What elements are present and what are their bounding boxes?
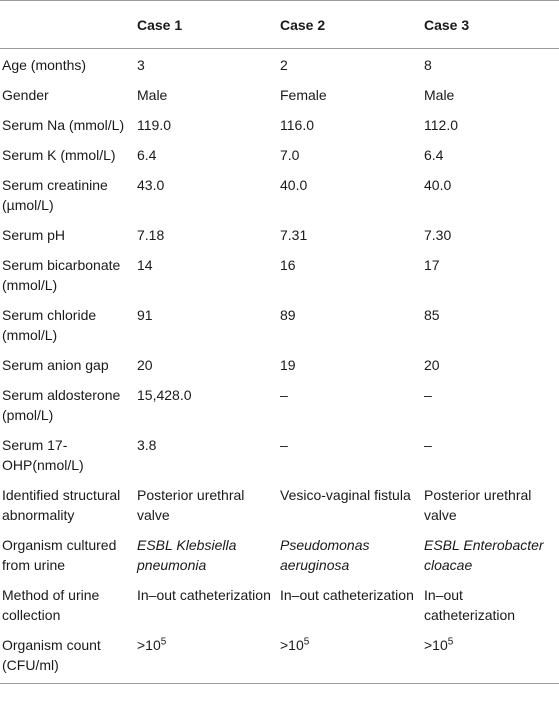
cell: 19 — [280, 357, 296, 373]
cell: 91 — [137, 307, 153, 323]
cell: – — [424, 387, 432, 403]
cell: Pseudomonas aeruginosa — [280, 537, 370, 573]
table-row: Serum 17-OHP(nmol/L) 3.8 – – — [0, 429, 559, 479]
table-row: Organism count (CFU/ml) >105 >105 >105 — [0, 629, 559, 684]
cell: Male — [137, 87, 168, 103]
row-label: Serum pH — [2, 227, 66, 243]
row-label: Serum chloride (mmol/L) — [2, 307, 97, 343]
row-label: Serum anion gap — [2, 357, 109, 373]
cell: 116.0 — [280, 117, 314, 133]
cell: 3.8 — [137, 437, 157, 453]
table-row: Age (months) 3 2 8 — [0, 49, 559, 80]
cell: 85 — [424, 307, 440, 323]
count-value: >10 — [137, 637, 161, 653]
cell: 16 — [280, 257, 296, 273]
header-case-2: Case 2 — [278, 0, 422, 49]
cell: 6.4 — [137, 147, 157, 163]
table-row: Serum bicarbonate (mmol/L) 14 16 17 — [0, 249, 559, 299]
count-exponent: 5 — [303, 636, 310, 648]
row-label: Identified structural abnormality — [2, 487, 121, 523]
header-row: Case 1 Case 2 Case 3 — [0, 0, 559, 49]
table-row: Serum anion gap 20 19 20 — [0, 349, 559, 379]
count-exponent: 5 — [160, 636, 167, 648]
case-comparison-table: Case 1 Case 2 Case 3 Age (months) 3 2 8 … — [0, 0, 559, 684]
cell: Female — [280, 87, 327, 103]
cell: 7.0 — [280, 147, 300, 163]
cell: – — [280, 437, 288, 453]
cell: 8 — [424, 57, 432, 73]
cell: 3 — [137, 57, 145, 73]
table-row: Method of urine collection In–out cathet… — [0, 579, 559, 629]
cell: 7.31 — [280, 227, 308, 243]
cell: 20 — [424, 357, 440, 373]
header-case-1: Case 1 — [135, 0, 278, 49]
cell: 43.0 — [137, 177, 165, 193]
cell: 2 — [280, 57, 288, 73]
cell: 20 — [137, 357, 153, 373]
row-label: Serum creatinine (µmol/L) — [2, 177, 108, 213]
cell: >105 — [278, 629, 422, 684]
cell: Posterior urethral valve — [424, 487, 532, 523]
cell: 15,428.0 — [137, 387, 192, 403]
table-row: Serum pH 7.18 7.31 7.30 — [0, 219, 559, 249]
table-row: Serum Na (mmol/L) 119.0 116.0 112.0 — [0, 109, 559, 139]
count-value: >10 — [280, 637, 304, 653]
cell: 17 — [424, 257, 440, 273]
cell: In–out catheterization — [280, 587, 414, 603]
cell: In–out catheterization — [137, 587, 271, 603]
header-blank — [0, 0, 135, 49]
cell: Vesico-vaginal fistula — [280, 487, 411, 503]
table-row: Serum K (mmol/L) 6.4 7.0 6.4 — [0, 139, 559, 169]
cell: Posterior urethral valve — [137, 487, 245, 523]
cell: Male — [424, 87, 455, 103]
table-row: Identified structural abnormality Poster… — [0, 479, 559, 529]
row-label: Serum aldosterone (pmol/L) — [2, 387, 121, 423]
cell: 14 — [137, 257, 153, 273]
cell: >105 — [422, 629, 559, 684]
cell: 7.30 — [424, 227, 452, 243]
cell: 40.0 — [280, 177, 308, 193]
cell: 89 — [280, 307, 296, 323]
row-label: Organism cultured from urine — [2, 537, 117, 573]
count-value: >10 — [424, 637, 448, 653]
cell: 6.4 — [424, 147, 444, 163]
table-row: Serum aldosterone (pmol/L) 15,428.0 – – — [0, 379, 559, 429]
row-label: Serum Na (mmol/L) — [2, 117, 125, 133]
cell: ESBL Klebsiella pneumonia — [137, 537, 237, 573]
table-row: Serum chloride (mmol/L) 91 89 85 — [0, 299, 559, 349]
table-row: Serum creatinine (µmol/L) 43.0 40.0 40.0 — [0, 169, 559, 219]
data-table-container: Case 1 Case 2 Case 3 Age (months) 3 2 8 … — [0, 0, 559, 684]
table-row: Organism cultured from urine ESBL Klebsi… — [0, 529, 559, 579]
header-case-3: Case 3 — [422, 0, 559, 49]
row-label: Gender — [2, 87, 49, 103]
row-label: Method of urine collection — [2, 587, 100, 623]
row-label: Age (months) — [2, 57, 87, 73]
cell: 7.18 — [137, 227, 165, 243]
cell: – — [424, 437, 432, 453]
cell: In–out catheterization — [424, 587, 516, 623]
cell: 112.0 — [424, 117, 458, 133]
table-row: Gender Male Female Male — [0, 79, 559, 109]
cell: ESBL Enterobacter cloacae — [424, 537, 544, 573]
cell: 119.0 — [137, 117, 171, 133]
count-exponent: 5 — [447, 636, 454, 648]
cell: 40.0 — [424, 177, 452, 193]
row-label: Serum K (mmol/L) — [2, 147, 116, 163]
row-label: Serum 17-OHP(nmol/L) — [2, 437, 84, 473]
cell: – — [280, 387, 288, 403]
row-label: Organism count (CFU/ml) — [0, 629, 135, 684]
row-label: Serum bicarbonate (mmol/L) — [2, 257, 121, 293]
cell: >105 — [135, 629, 278, 684]
